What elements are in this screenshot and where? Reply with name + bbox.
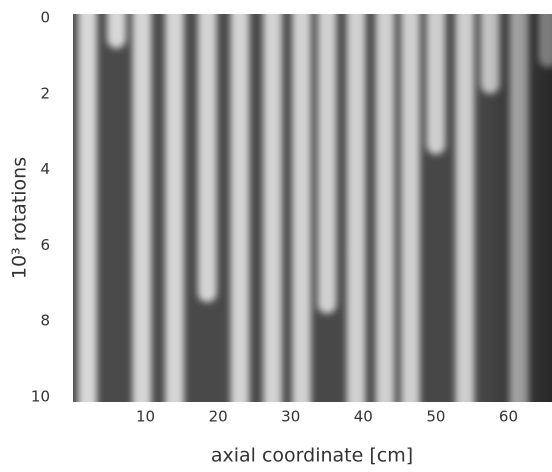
y-tick-label: 4 — [40, 160, 50, 178]
x-tick-label: 60 — [499, 408, 518, 426]
x-tick-label: 10 — [136, 408, 155, 426]
x-tick-label: 50 — [426, 408, 445, 426]
y-tick-label: 8 — [40, 312, 50, 330]
x-axis-label: axial coordinate [cm] — [211, 445, 413, 467]
plot-area — [73, 14, 552, 402]
y-tick-label: 2 — [40, 84, 50, 102]
x-tick-label: 30 — [281, 408, 300, 426]
y-tick-label: 0 — [40, 9, 50, 27]
shade — [73, 14, 552, 402]
y-axis-label: 10³ rotations — [9, 157, 31, 279]
y-tick-label: 10 — [31, 388, 50, 406]
y-tick-label: 6 — [40, 236, 50, 254]
x-tick-label: 20 — [209, 408, 228, 426]
x-tick-label: 40 — [354, 408, 373, 426]
